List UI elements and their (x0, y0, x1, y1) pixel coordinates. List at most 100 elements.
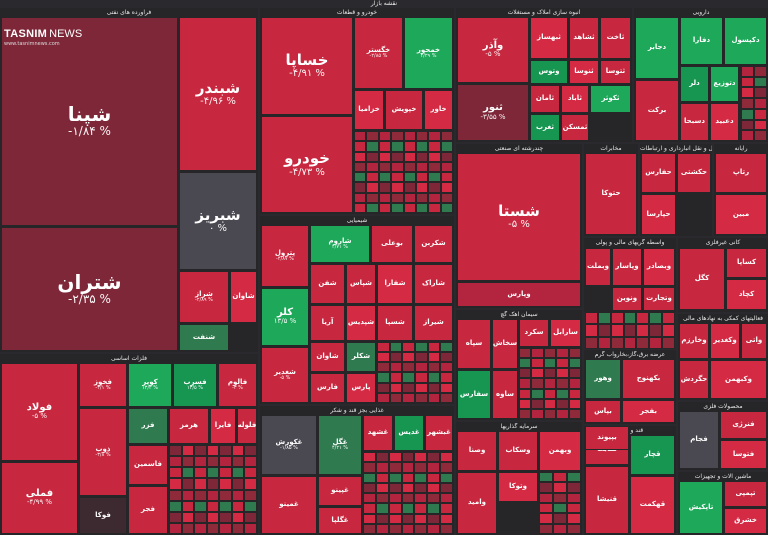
small-symbol-tile[interactable] (403, 131, 416, 142)
symbol-cell[interactable]: فخوز -۳/۱ % (79, 363, 127, 407)
small-symbol-tile[interactable] (427, 472, 441, 483)
small-symbol-tile[interactable] (377, 352, 390, 363)
small-symbol-tile[interactable] (366, 161, 379, 172)
small-symbol-tile[interactable] (585, 336, 598, 349)
small-symbol-tile[interactable] (375, 482, 389, 493)
small-symbol-tile[interactable] (440, 182, 453, 193)
symbol-cell[interactable]: خگستر -۲/۸۵ % (354, 17, 403, 89)
symbol-cell[interactable]: فسرب ۱۳/۵ % (173, 363, 217, 407)
symbol-cell[interactable]: خاور (424, 90, 453, 130)
symbol-cell[interactable]: غمینو (261, 476, 317, 534)
small-symbol-tile[interactable] (391, 182, 404, 193)
small-symbol-tile[interactable] (440, 151, 453, 162)
small-symbol-tile[interactable] (531, 368, 544, 379)
symbol-cell[interactable]: سفارس (457, 370, 491, 419)
small-symbol-tile[interactable] (378, 172, 392, 183)
small-symbol-tile[interactable] (391, 192, 404, 203)
symbol-cell[interactable]: بوعلی (371, 225, 413, 263)
small-symbol-tile[interactable] (553, 513, 567, 524)
small-symbol-tile[interactable] (427, 493, 441, 504)
small-symbol-tile[interactable] (169, 489, 182, 501)
small-symbol-tile[interactable] (354, 141, 367, 152)
symbol-cell[interactable]: ونوین (612, 287, 642, 311)
small-symbol-tile[interactable] (623, 312, 637, 325)
small-symbol-tile[interactable] (567, 482, 581, 493)
small-symbol-tile[interactable] (741, 130, 754, 141)
small-symbol-tile[interactable] (539, 523, 553, 534)
small-symbol-tile[interactable] (440, 503, 453, 514)
small-symbol-tile[interactable] (610, 312, 624, 325)
small-symbol-tile[interactable] (219, 500, 232, 512)
symbol-cell[interactable]: وکبهمن (710, 360, 767, 399)
symbol-cell[interactable]: غبشهر (425, 415, 453, 451)
small-symbol-tile[interactable] (427, 352, 441, 363)
small-symbol-tile[interactable] (636, 324, 650, 337)
small-symbol-tile[interactable] (231, 522, 245, 534)
symbol-cell[interactable]: شتران -۲/۳۵ % (1, 227, 178, 351)
symbol-cell[interactable]: حتوکا (585, 153, 637, 235)
symbol-cell[interactable]: فتوسا (720, 440, 767, 469)
small-symbol-tile[interactable] (741, 87, 754, 99)
small-symbol-tile[interactable] (206, 489, 220, 501)
small-symbol-tile[interactable] (440, 131, 453, 142)
small-symbol-tile[interactable] (402, 352, 415, 363)
small-symbol-tile[interactable] (354, 172, 367, 183)
small-symbol-tile[interactable] (219, 456, 232, 468)
small-symbol-tile[interactable] (169, 522, 182, 534)
symbol-cell[interactable]: ثغرب (530, 114, 560, 141)
symbol-cell[interactable]: ثنور -۳/۵۵ % (457, 84, 529, 141)
small-symbol-tile[interactable] (169, 445, 182, 457)
small-symbol-tile[interactable] (440, 382, 453, 393)
small-symbol-tile[interactable] (402, 372, 415, 383)
small-symbol-tile[interactable] (662, 336, 675, 349)
small-symbol-tile[interactable] (754, 98, 767, 109)
small-symbol-tile[interactable] (219, 445, 232, 457)
small-symbol-tile[interactable] (391, 172, 404, 183)
small-symbol-tile[interactable] (403, 172, 416, 183)
symbol-cell[interactable]: غگلپا (318, 507, 362, 534)
symbol-cell[interactable]: غپینو (318, 476, 362, 506)
small-symbol-tile[interactable] (415, 161, 429, 172)
small-symbol-tile[interactable] (244, 456, 257, 468)
small-symbol-tile[interactable] (181, 456, 195, 468)
symbol-cell[interactable]: وبهمن (539, 431, 581, 471)
small-symbol-tile[interactable] (539, 482, 553, 493)
small-symbol-tile[interactable] (388, 513, 402, 524)
small-symbol-tile[interactable] (378, 202, 392, 213)
symbol-cell[interactable]: فنرژی (720, 411, 767, 439)
small-symbol-tile[interactable] (366, 202, 379, 213)
symbol-cell[interactable]: دکپسول (724, 17, 767, 65)
small-symbol-tile[interactable] (568, 408, 581, 419)
symbol-cell[interactable]: بپاس (585, 400, 621, 423)
symbol-cell[interactable]: شاوان (310, 342, 345, 372)
small-symbol-tile[interactable] (388, 503, 402, 514)
small-symbol-tile[interactable] (181, 467, 195, 479)
symbol-cell[interactable]: شبندر -۴/۹۶ % (179, 17, 257, 171)
small-symbol-tile[interactable] (401, 462, 415, 473)
small-symbol-tile[interactable] (440, 493, 453, 504)
small-symbol-tile[interactable] (378, 182, 392, 193)
small-symbol-tile[interactable] (391, 141, 404, 152)
symbol-cell[interactable]: فجر (128, 486, 168, 534)
small-symbol-tile[interactable] (403, 161, 416, 172)
small-symbol-tile[interactable] (427, 503, 441, 514)
small-symbol-tile[interactable] (427, 392, 441, 403)
small-symbol-tile[interactable] (377, 362, 390, 373)
symbol-cell[interactable]: فوکا (79, 497, 127, 534)
symbol-cell[interactable]: پارس (346, 373, 376, 403)
small-symbol-tile[interactable] (169, 467, 182, 479)
small-symbol-tile[interactable] (427, 382, 441, 393)
small-symbol-tile[interactable] (401, 513, 415, 524)
small-symbol-tile[interactable] (388, 523, 402, 534)
small-symbol-tile[interactable] (543, 358, 557, 369)
small-symbol-tile[interactable] (754, 66, 767, 77)
small-symbol-tile[interactable] (568, 388, 581, 399)
symbol-cell[interactable]: وبصادر (643, 248, 675, 286)
small-symbol-tile[interactable] (414, 352, 428, 363)
symbol-cell[interactable]: قچار (630, 435, 675, 475)
symbol-cell[interactable]: مبین (715, 194, 767, 235)
symbol-cell[interactable]: هرمز (169, 408, 209, 444)
small-symbol-tile[interactable] (366, 172, 379, 183)
symbol-cell[interactable]: شفن (310, 264, 345, 304)
symbol-cell[interactable]: فلوله (237, 408, 257, 444)
